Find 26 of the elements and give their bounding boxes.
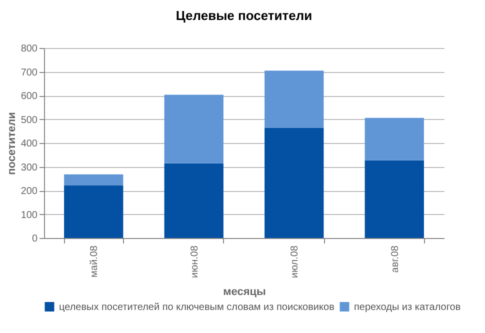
y-tick-label: 100: [20, 210, 38, 221]
x-tick-label: май.08: [89, 245, 100, 278]
y-tick-label: 300: [20, 162, 38, 174]
legend-label: целевых посетителей по ключевым словам из поисковиков: [59, 302, 334, 313]
y-tick-label: 500: [20, 114, 38, 126]
bar: [264, 70, 324, 128]
bar: [164, 163, 224, 238]
x-tick-label: июн.08: [189, 245, 200, 278]
bar: [64, 186, 124, 238]
bar: [64, 174, 124, 186]
y-tick-label: 400: [20, 138, 38, 150]
bar: [364, 118, 424, 160]
bar: [264, 128, 324, 238]
y-tick-label: 700: [20, 67, 38, 78]
y-axis-title: посетители: [6, 112, 18, 175]
y-tick-label: 0: [32, 234, 38, 244]
chart-title: Целевые посетители: [176, 8, 312, 23]
legend-label: переходы из каталогов: [354, 302, 461, 313]
bar: [164, 94, 224, 164]
x-tick-label: июл.08: [290, 245, 301, 278]
y-tick-label: 600: [20, 91, 38, 102]
y-tick-label: 800: [20, 44, 38, 54]
x-axis-title: месяцы: [223, 286, 266, 298]
bar: [364, 160, 424, 238]
x-tick-label: авг.08: [390, 245, 401, 273]
y-tick-label: 200: [20, 186, 38, 197]
